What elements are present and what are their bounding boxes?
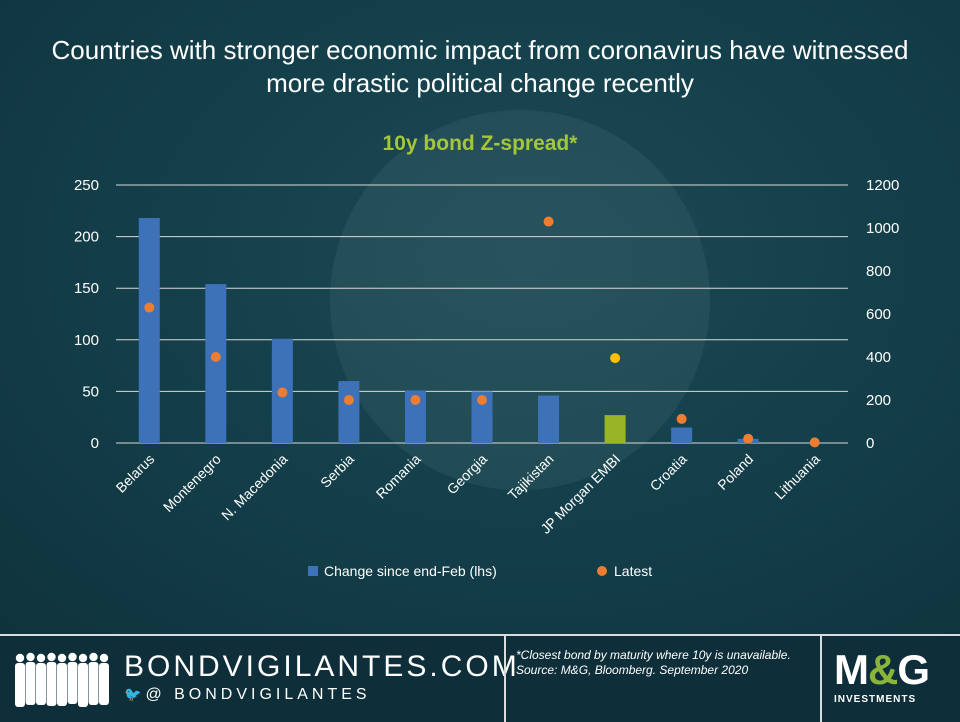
category-label: N. Macedonia (218, 451, 291, 524)
bar (538, 395, 560, 443)
right-axis-tick-label: 600 (866, 306, 891, 323)
bar (205, 284, 227, 443)
right-axis-tick-label: 1000 (866, 220, 899, 237)
left-axis-tick-label: 150 (74, 280, 99, 297)
twitter-handle[interactable]: 🐦 @ BONDVIGILANTES (124, 686, 371, 704)
person-body (88, 662, 99, 705)
category-label: Serbia (317, 451, 357, 491)
bar (338, 381, 360, 443)
left-axis-tick-label: 100 (74, 332, 99, 349)
person-body (15, 663, 25, 707)
legend-bar-swatch (308, 566, 318, 576)
person-body (99, 663, 109, 705)
person-head (15, 653, 25, 663)
gridlines (116, 184, 848, 392)
left-axis: 0 50 100 150 200 250 (74, 177, 99, 452)
category-label: Belarus (113, 451, 158, 496)
dot-point (676, 413, 687, 424)
person-head (99, 653, 109, 663)
page-title: Countries with stronger economic impact … (51, 35, 909, 98)
person-body (78, 663, 88, 707)
twitter-bird-icon: 🐦 (124, 686, 142, 702)
dot-point (210, 352, 221, 362)
person-body (36, 663, 46, 705)
dot-point (543, 216, 554, 227)
bar (138, 218, 160, 443)
footer-divider (504, 636, 506, 722)
bar (471, 391, 493, 443)
people-silhouette-icon (15, 652, 109, 707)
mg-logo-mark: M&G (834, 646, 930, 693)
person-head (57, 653, 67, 663)
bar (404, 390, 426, 443)
person-head (89, 652, 98, 662)
legend-bar-label: Change since end-Feb (lhs) (324, 563, 497, 579)
dot-point (809, 437, 820, 448)
mg-investments-logo: M&G INVESTMENTS (834, 646, 950, 706)
right-axis-tick-label: 0 (866, 435, 874, 452)
person-body (25, 662, 36, 705)
category-label: Lithuania (771, 451, 823, 503)
dot-point (743, 433, 754, 444)
person-head (26, 652, 35, 662)
dot-point (277, 387, 288, 398)
chart-title: 10y bond Z-spread* (383, 132, 579, 155)
footer-divider (820, 636, 822, 722)
left-axis-tick-label: 50 (82, 383, 99, 400)
dot-point (410, 395, 421, 405)
dot-point (343, 395, 354, 405)
person-head (36, 653, 46, 663)
right-axis-tick-label: 400 (866, 349, 891, 366)
bar-series (138, 218, 759, 443)
left-axis-tick-label: 250 (74, 177, 99, 194)
mg-logo-subtitle: INVESTMENTS (834, 694, 917, 705)
dot-point (610, 353, 621, 364)
dot-point (144, 302, 155, 313)
watermark-logo: & (330, 99, 710, 498)
left-axis-tick-label: 0 (91, 435, 99, 452)
person-body (46, 662, 57, 706)
person-body (57, 663, 67, 706)
bar (604, 415, 626, 443)
category-label: Montenegro (160, 451, 224, 515)
chart-background (0, 0, 960, 634)
right-axis-tick-label: 200 (866, 392, 891, 409)
bar (671, 427, 693, 443)
brand-name: BONDVIGILANTES.COM (124, 650, 520, 683)
person-head (68, 652, 77, 662)
twitter-handle-text: @ BONDVIGILANTES (145, 686, 371, 703)
legend: Change since end-Feb (lhs) Latest (308, 563, 652, 579)
chart: & 10y bond Z-spread* 0 50 100 150 200 250 0 20… (74, 99, 899, 579)
footnote: *Closest bond by maturity where 10y is u… (516, 648, 791, 677)
person-head (78, 653, 88, 663)
category-label: Poland (714, 451, 756, 493)
person-body (67, 662, 78, 704)
person-head (47, 652, 56, 662)
dot-point (477, 395, 487, 405)
dot-series (144, 216, 820, 448)
legend-dot-swatch (597, 566, 607, 576)
legend-dot-label: Latest (614, 563, 652, 579)
left-axis-tick-label: 200 (74, 229, 99, 246)
right-axis-tick-label: 1200 (866, 177, 899, 194)
right-axis-tick-label: 800 (866, 263, 891, 280)
footer: BONDVIGILANTES.COM 🐦 @ BONDVIGILANTES *Cl… (0, 634, 960, 722)
right-axis: 0 200 400 600 800 1000 1200 (866, 177, 899, 452)
